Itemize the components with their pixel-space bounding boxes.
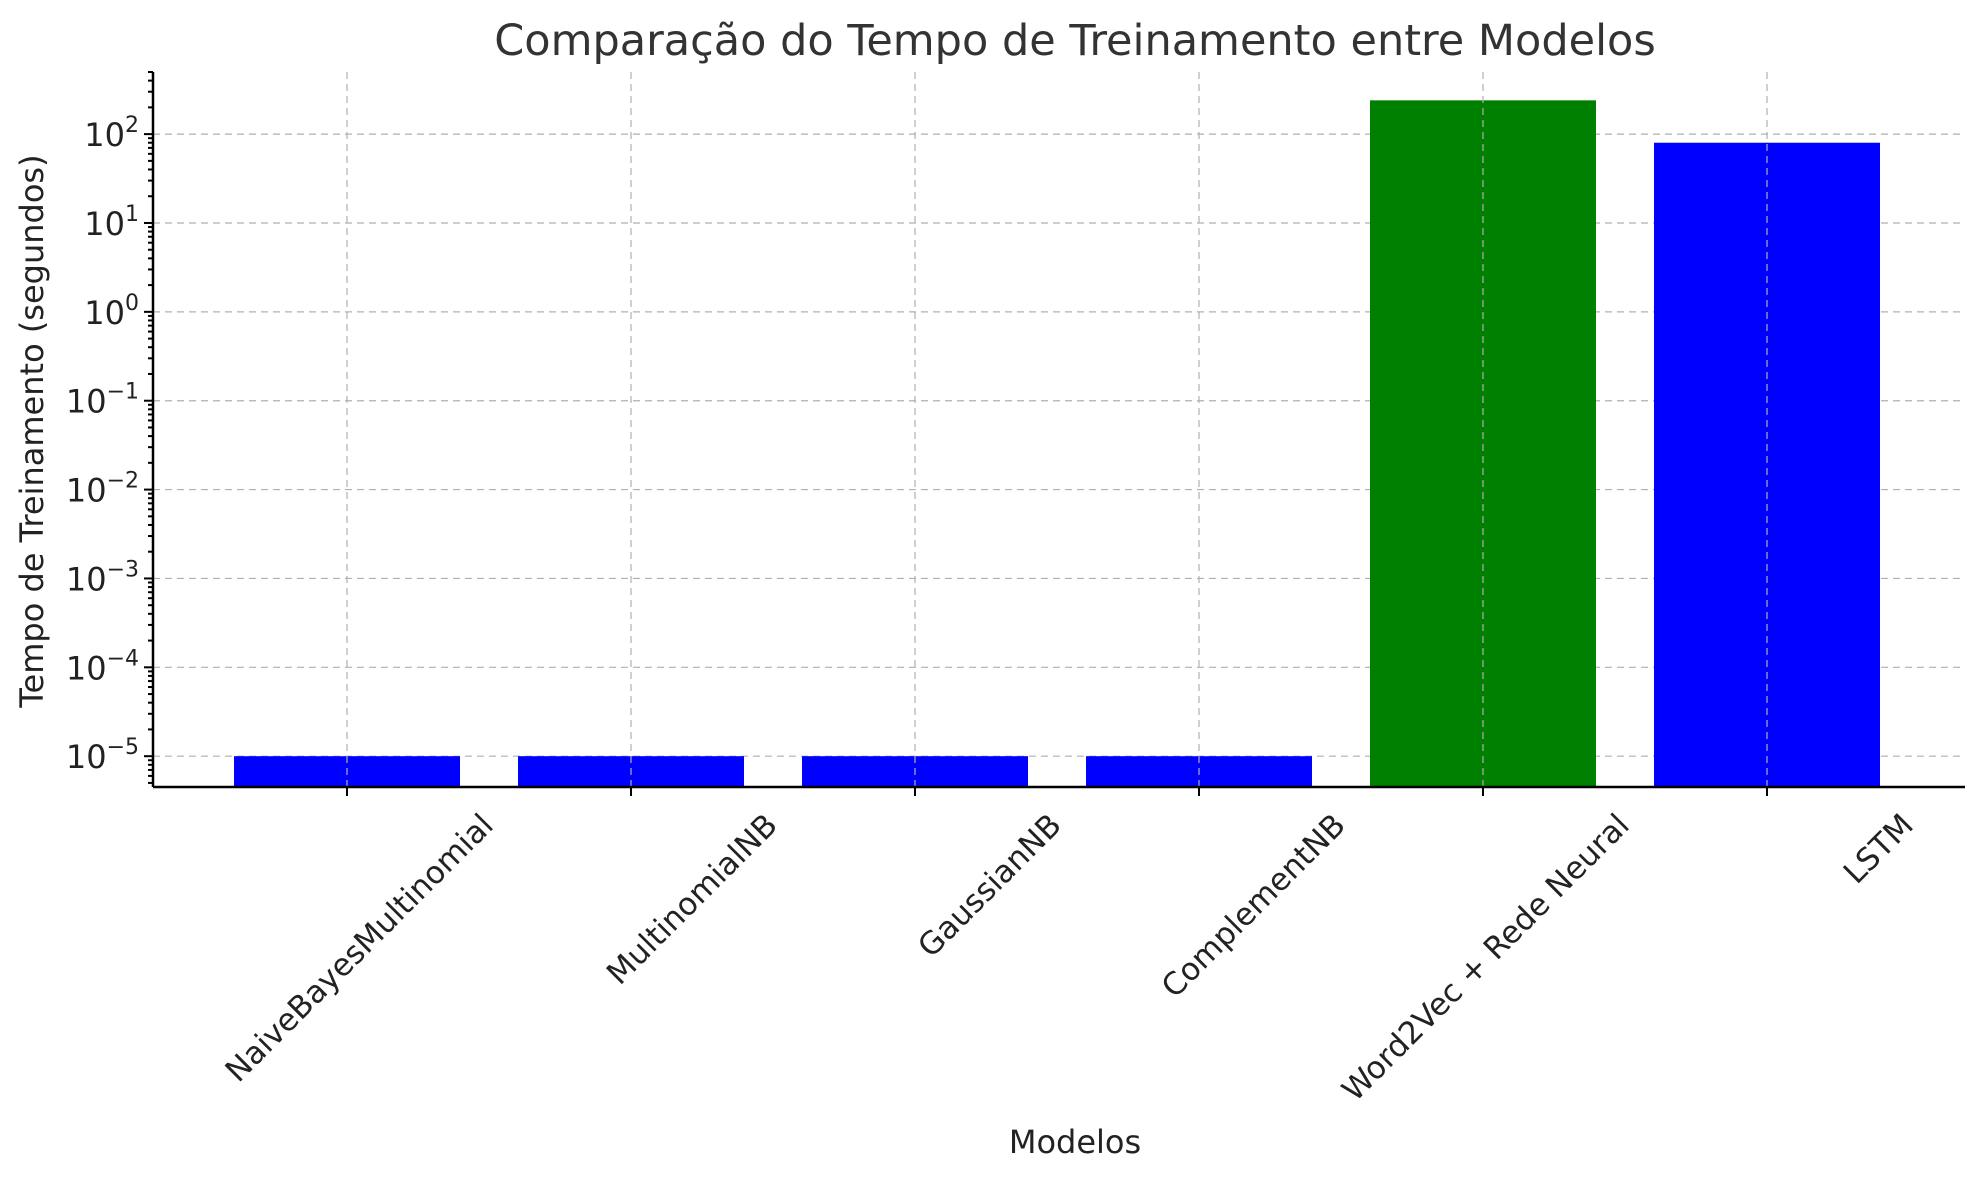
bar-4	[1370, 100, 1596, 788]
chart-title: Comparação do Tempo de Treinamento entre…	[494, 16, 1655, 66]
y-tick-label: 100	[84, 291, 139, 332]
y-tick-labels: 10−5 10−4 10−3 10−2 10−1 100 101 102	[66, 113, 139, 776]
y-tick-label: 10−2	[66, 469, 139, 510]
y-tick-label: 10−5	[66, 735, 139, 776]
y-tick-label: 10−1	[66, 380, 139, 421]
y-tick-label: 10−4	[66, 646, 139, 687]
y-axis-label: Tempo de Treinamento (segundos)	[13, 154, 51, 708]
y-tick-label: 101	[84, 202, 139, 243]
axes	[144, 71, 1965, 796]
y-tick-label: 10−3	[66, 557, 139, 598]
x-axis-label: Modelos	[1009, 1123, 1141, 1161]
y-tick-label: 102	[84, 113, 139, 154]
bar-5	[1654, 142, 1880, 787]
